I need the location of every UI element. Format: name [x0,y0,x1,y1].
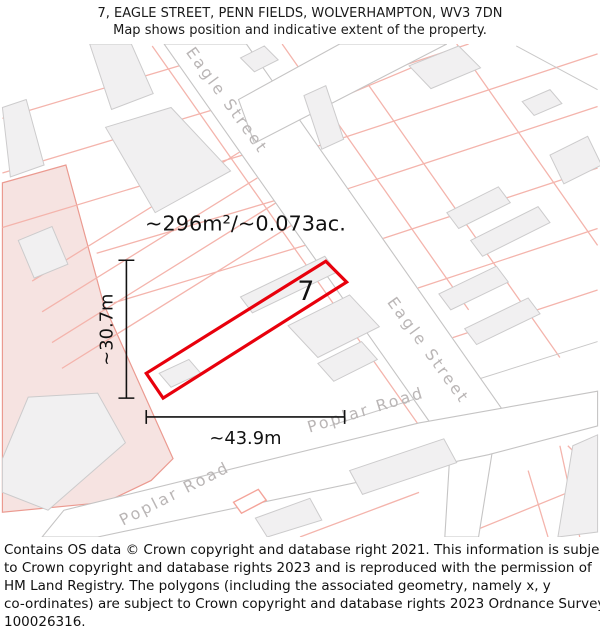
attribution-line: 100026316. [4,614,86,630]
width-dimension-label: ~43.9m [209,428,281,449]
attribution-line: to Crown copyright and database rights 2… [4,560,592,576]
map-header: 7, EAGLE STREET, PENN FIELDS, WOLVERHAMP… [0,0,600,44]
attribution-line: Contains OS data © Crown copyright and d… [4,542,600,558]
plot-number-label: 7 [297,276,314,307]
height-dimension-line [118,259,135,399]
height-dimension-label: ~30.7m [97,294,118,366]
attribution-line: co-ordinates) are subject to Crown copyr… [4,596,600,612]
small-plot-outline [232,488,268,515]
header-title: 7, EAGLE STREET, PENN FIELDS, WOLVERHAMP… [97,6,503,21]
road-branch [237,44,448,144]
attribution-line: HM Land Registry. The polygons (includin… [4,578,551,594]
road-poplar-road [41,390,599,537]
width-dimension-line [145,410,346,424]
plot-7-outline [144,259,350,401]
header-subtitle: Map shows position and indicative extent… [113,23,487,38]
property-map: Eagle Street Eagle Street Poplar Road Po… [1,44,600,537]
map-attribution: Contains OS data © Crown copyright and d… [0,537,600,631]
map-canvas: Eagle Street Eagle Street Poplar Road Po… [0,44,600,537]
area-label: ~296m²/~0.073ac. [145,211,346,235]
